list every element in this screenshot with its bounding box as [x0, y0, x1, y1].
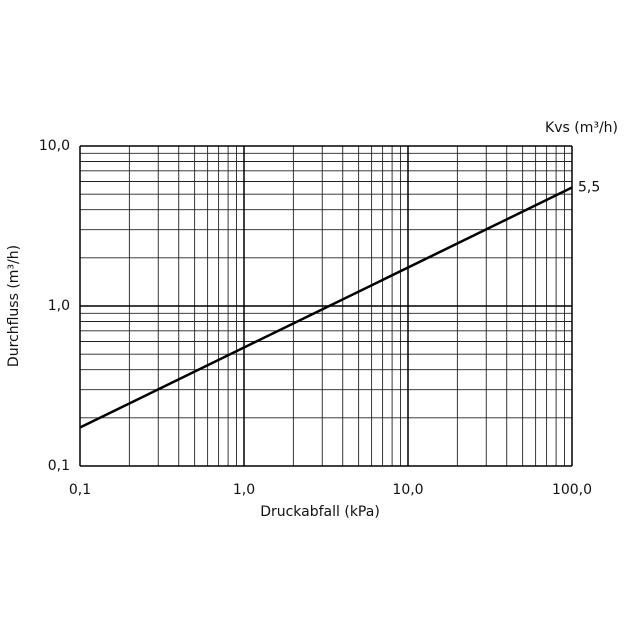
x-axis-title: Druckabfall (kPa) — [260, 504, 380, 520]
y-tick-label: 0,1 — [48, 458, 70, 474]
y-tick-label: 1,0 — [48, 298, 70, 314]
y-tick-label: 10,0 — [39, 138, 70, 154]
x-tick-label: 0,1 — [69, 482, 91, 498]
x-tick-label: 1,0 — [233, 482, 255, 498]
x-tick-label: 100,0 — [552, 482, 592, 498]
legend-title: Kvs (m³/h) — [545, 120, 618, 136]
y-axis-title: Durchfluss (m³/h) — [6, 245, 22, 367]
line-series — [79, 186, 573, 429]
series-label: 5,5 — [578, 180, 600, 196]
x-tick-label: 10,0 — [392, 482, 423, 498]
